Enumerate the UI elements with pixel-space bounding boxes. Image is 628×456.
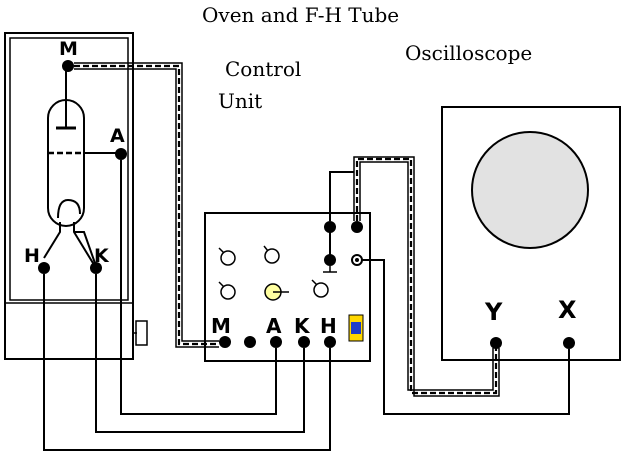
oven-label-h: H <box>24 245 40 267</box>
oscilloscope: Y X <box>441 106 621 361</box>
oven-outer-box <box>4 32 134 360</box>
knob-active[interactable] <box>264 283 289 301</box>
cu-terminal-unlabeled[interactable] <box>244 336 256 348</box>
cu-terminal-k[interactable] <box>298 336 310 348</box>
cu-label-k: K <box>294 314 311 338</box>
oven-thermostat[interactable] <box>135 320 148 346</box>
scope-terminal-y[interactable] <box>490 337 502 349</box>
oven: M A H K <box>4 32 148 360</box>
cu-label-m: M <box>211 314 231 338</box>
wire-x <box>362 259 570 415</box>
scope-label-y: Y <box>484 298 503 326</box>
oven-terminal-h[interactable] <box>38 262 50 274</box>
fh-tube <box>43 68 120 269</box>
cu-label-a: A <box>266 314 282 338</box>
wire-k <box>95 274 305 433</box>
cu-terminal-m[interactable] <box>219 336 231 348</box>
tube-envelope <box>47 99 85 227</box>
oscilloscope-box <box>441 106 621 361</box>
tube-k-lead <box>73 222 97 269</box>
wire-h <box>43 274 331 451</box>
oscilloscope-label: Oscilloscope <box>405 41 532 65</box>
shielded-cable-y <box>353 156 500 397</box>
control-unit-label-line2: Unit <box>218 89 262 113</box>
scope-terminal-x[interactable] <box>563 337 575 349</box>
tube-h-lead <box>43 222 61 259</box>
oscilloscope-screen <box>471 131 589 249</box>
oven-label-m: M <box>59 38 78 60</box>
control-unit-box <box>204 212 371 362</box>
knob-3[interactable] <box>218 281 236 300</box>
oven-label-k: K <box>94 245 110 267</box>
control-unit-label-line1: Control <box>225 57 301 81</box>
knob-2[interactable] <box>263 245 280 264</box>
cu-terminal-top-right[interactable] <box>351 221 363 233</box>
wire-a <box>120 160 277 415</box>
shielded-cable-m <box>74 62 219 348</box>
cu-label-h: H <box>320 314 337 338</box>
oven-terminal-a[interactable] <box>115 148 127 160</box>
knob-1[interactable] <box>218 247 236 266</box>
cu-terminal-h[interactable] <box>324 336 336 348</box>
diagram-title: Oven and F-H Tube <box>202 3 399 27</box>
tube-cathode <box>57 198 81 219</box>
scope-label-x: X <box>558 296 577 324</box>
oven-label-a: A <box>110 125 125 147</box>
knob-4[interactable] <box>311 279 329 298</box>
oven-terminal-k[interactable] <box>90 262 102 274</box>
oven-inner-box <box>9 37 129 301</box>
oven-terminal-m[interactable] <box>62 60 74 72</box>
wire-ground <box>329 171 354 221</box>
control-unit: M A K H <box>204 212 371 362</box>
cu-terminal-a[interactable] <box>270 336 282 348</box>
